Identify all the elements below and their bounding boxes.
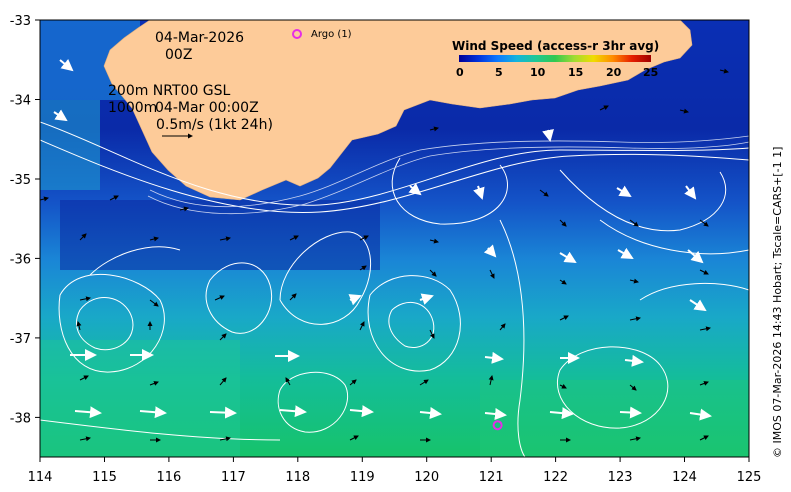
x-tick-label: 115 xyxy=(92,470,117,485)
map-date: 04-Mar-2026 xyxy=(155,30,244,46)
colorbar-legend: Wind Speed (access-r 3hr avg) 0 5 10 15 … xyxy=(452,39,659,79)
y-tick-label: -34 xyxy=(10,94,31,109)
plot-area: 04-Mar-2026 00Z 200m NRT00 GSL 1000m 04-… xyxy=(40,20,749,457)
depth-line-2-depth: 1000m xyxy=(108,100,157,116)
argo-legend-icon xyxy=(292,29,302,39)
plot-frame xyxy=(39,19,750,458)
map-time: 00Z xyxy=(165,47,192,63)
legend-tick: 5 xyxy=(495,66,503,79)
x-tick-label: 123 xyxy=(608,470,633,485)
y-tick-labels: -33 -34 -35 -36 -37 -38 xyxy=(10,14,31,426)
wind-patch xyxy=(40,100,100,190)
depth-line-2-time: 04-Mar 00:00Z xyxy=(155,100,259,116)
credit-text: © IMOS 07-Mar-2026 14:43 Hobart; Tscale=… xyxy=(771,147,784,458)
x-tick-label: 114 xyxy=(28,470,53,485)
x-tick-label: 125 xyxy=(737,470,762,485)
legend-title: Wind Speed (access-r 3hr avg) xyxy=(452,39,659,53)
x-tick-label: 120 xyxy=(414,470,439,485)
depth-line-1: 200m NRT00 GSL xyxy=(108,83,231,99)
white-vectors xyxy=(53,58,712,421)
legend-tick: 10 xyxy=(530,66,546,79)
x-tick-labels: 114 115 116 117 118 119 120 121 122 123 … xyxy=(28,470,762,485)
legend-tick: 25 xyxy=(643,66,658,79)
x-tick-label: 117 xyxy=(221,470,246,485)
y-axis xyxy=(35,19,40,418)
colorbar xyxy=(459,55,651,62)
y-tick-label: -36 xyxy=(10,252,31,267)
land-mass xyxy=(103,20,693,201)
x-tick-label: 121 xyxy=(479,470,504,485)
y-tick-label: -35 xyxy=(10,173,31,188)
x-tick-label: 116 xyxy=(156,470,181,485)
x-tick-label: 118 xyxy=(285,470,310,485)
bathymetry-lines xyxy=(147,135,749,215)
legend-tick: 20 xyxy=(606,66,622,79)
wind-patch xyxy=(40,340,240,457)
x-tick-label: 124 xyxy=(672,470,697,485)
current-vectors xyxy=(40,58,729,443)
legend-tick: 0 xyxy=(456,66,464,79)
x-tick-label: 119 xyxy=(350,470,375,485)
argo-legend-label: Argo (1) xyxy=(311,29,352,40)
x-axis xyxy=(39,457,750,462)
y-tick-label: -33 xyxy=(10,14,31,29)
black-vectors xyxy=(40,68,729,443)
argo-float-marker[interactable] xyxy=(492,420,503,431)
scale-label: 0.5m/s (1kt 24h) xyxy=(156,117,273,133)
x-tick-label: 122 xyxy=(543,470,568,485)
y-tick-label: -37 xyxy=(10,332,31,347)
y-tick-label: -38 xyxy=(10,411,31,426)
legend-tick: 15 xyxy=(568,66,583,79)
